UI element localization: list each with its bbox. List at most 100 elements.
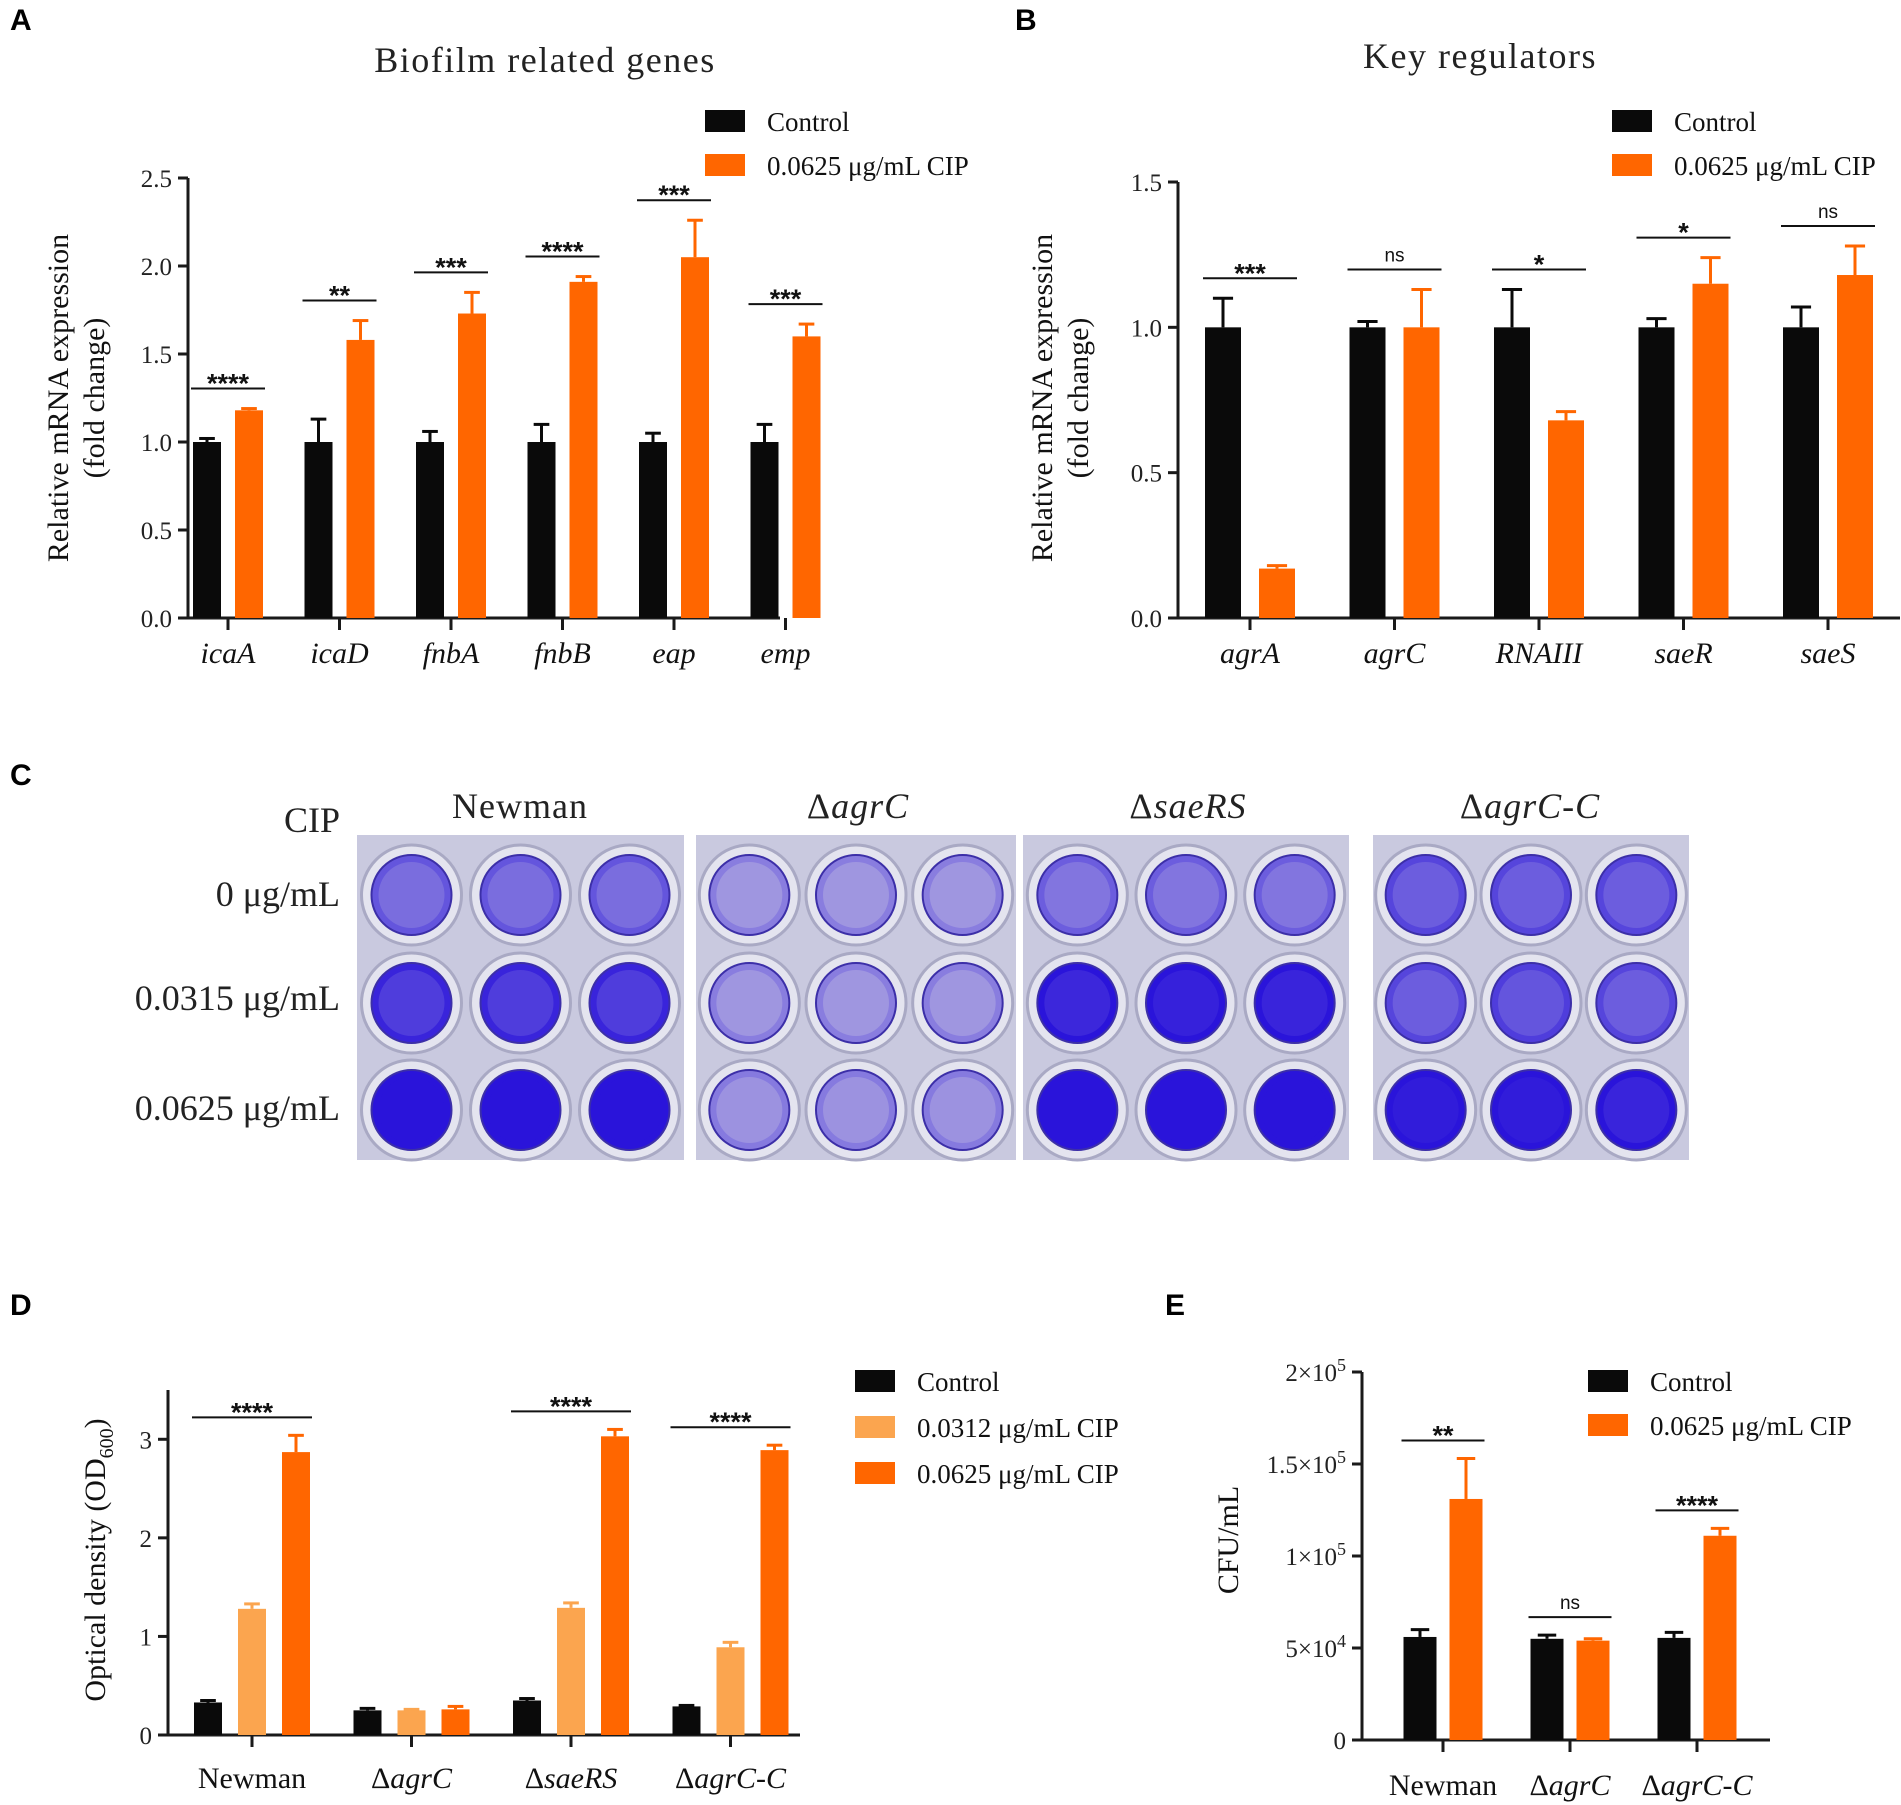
well-biofilm xyxy=(1603,970,1670,1036)
y-axis-label-close: ) xyxy=(79,1418,112,1428)
plate-strain-label: ΔagrC-C xyxy=(1460,786,1600,826)
y-tick-label: 2×105 xyxy=(1285,1355,1346,1387)
x-tick-label-italic: agrC-C xyxy=(1661,1769,1754,1802)
bar-control xyxy=(1349,327,1386,618)
bar-0-0312-g-ml-cip xyxy=(557,1607,585,1735)
x-tick-label: agrC xyxy=(1364,637,1427,670)
legend-label: Control xyxy=(767,107,850,137)
y-tick-label: 2.5 xyxy=(141,166,172,193)
well-biofilm xyxy=(1392,862,1459,928)
bar-control xyxy=(1530,1638,1564,1740)
x-tick-label: icaA xyxy=(201,637,257,670)
well-biofilm xyxy=(1153,1077,1219,1143)
significance-label: **** xyxy=(231,1397,274,1427)
well-biofilm xyxy=(1498,862,1564,928)
well-biofilm xyxy=(1153,970,1219,1036)
panel-c-crystal-violet-plates: CIP 0 μg/mL 0.0315 μg/mL 0.0625 μg/mL Newman… xyxy=(135,786,1689,1162)
x-tick-label-prefix: Newman xyxy=(198,1762,306,1795)
y-tick-label: 1 xyxy=(140,1624,153,1651)
well-biofilm xyxy=(1603,1077,1670,1143)
x-tick-label-prefix: Newman xyxy=(1389,1769,1497,1802)
x-tick-label: ΔagrC xyxy=(371,1762,453,1795)
significance-label: *** xyxy=(435,252,467,282)
strain-prefix: Newman xyxy=(452,786,588,826)
well-biofilm xyxy=(1044,1077,1111,1143)
y-axis-label-subscript: 600 xyxy=(96,1428,118,1458)
x-tick-label-prefix: Δ xyxy=(371,1762,390,1795)
x-tick-label: RNAIII xyxy=(1495,637,1585,670)
y-tick-label: 2 xyxy=(140,1526,153,1553)
well-biofilm xyxy=(1392,970,1459,1036)
bar-0-0625-g-ml-cip xyxy=(282,1452,310,1735)
bar-0-0625-g-ml-cip xyxy=(346,339,375,618)
x-tick-label: fnbB xyxy=(534,637,591,670)
bar-control xyxy=(194,1702,222,1735)
panel-label-a: A xyxy=(10,4,32,37)
y-tick-label: 1×105 xyxy=(1285,1539,1346,1571)
x-tick-label: ΔagrC-C xyxy=(675,1762,787,1795)
significance-label: **** xyxy=(709,1407,752,1437)
well-biofilm xyxy=(1153,862,1219,928)
well-biofilm xyxy=(1498,970,1564,1036)
strain-italic: agrC-C xyxy=(1484,786,1600,826)
bar-0-0625-g-ml-cip xyxy=(760,1450,789,1735)
well-biofilm xyxy=(929,1077,996,1143)
y-tick-label: 1.5×105 xyxy=(1267,1447,1346,1479)
x-tick-label: emp xyxy=(761,637,811,670)
y-axis-label-main: Optical density (OD xyxy=(79,1458,112,1701)
bar-0-0625-g-ml-cip xyxy=(681,257,709,618)
bar-control xyxy=(750,442,779,618)
y-axis-label: CFU/mL xyxy=(1212,1486,1245,1594)
y-tick-label: 1.0 xyxy=(1131,315,1162,342)
well-biofilm xyxy=(1603,862,1670,928)
bar-control xyxy=(672,1706,701,1735)
well-biofilm xyxy=(487,970,554,1036)
y-tick-label: 5×104 xyxy=(1285,1631,1346,1663)
significance-label: * xyxy=(1678,218,1689,248)
bar-0-0625-g-ml-cip xyxy=(569,281,598,618)
well-biofilm xyxy=(378,970,445,1036)
y-tick-base: 1.5×10 xyxy=(1267,1452,1337,1479)
legend-swatch xyxy=(1588,1370,1628,1392)
bar-control xyxy=(1783,327,1819,618)
y-tick-label: 0.5 xyxy=(1131,461,1162,488)
x-tick-label-italic: saeRS xyxy=(544,1762,617,1795)
y-axis-label: Relative mRNA expression (fold change) xyxy=(1026,234,1095,562)
legend-label: 0.0625 μg/mL CIP xyxy=(1674,151,1876,181)
y-axis-label-line2: (fold change) xyxy=(78,318,111,479)
bar-0-0625-g-ml-cip xyxy=(1576,1640,1610,1740)
well-biofilm xyxy=(929,970,996,1036)
panel-label-b: B xyxy=(1015,4,1037,37)
y-axis-label-line2: (fold change) xyxy=(1062,318,1095,479)
x-tick-label: agrA xyxy=(1220,637,1281,670)
bar-0-0625-g-ml-cip xyxy=(1837,275,1873,618)
y-tick-label: 1.5 xyxy=(141,342,172,369)
plate-strain-label: ΔsaeRS xyxy=(1129,786,1246,826)
legend-swatch xyxy=(705,110,745,132)
bar-0-0625-g-ml-cip xyxy=(1692,283,1729,618)
bar-control xyxy=(513,1700,541,1735)
y-tick-base: 5×10 xyxy=(1285,1636,1337,1663)
well-biofilm xyxy=(1261,970,1328,1036)
well-biofilm xyxy=(929,862,996,928)
legend-label: 0.0625 μg/mL CIP xyxy=(767,151,969,181)
legend-swatch xyxy=(705,154,745,176)
x-tick-label-prefix: Δ xyxy=(525,1762,544,1795)
legend-swatch xyxy=(855,1462,895,1484)
legend-label: Control xyxy=(1650,1367,1733,1397)
x-tick-label: ΔagrC-C xyxy=(1642,1769,1754,1802)
well-biofilm xyxy=(1498,1077,1564,1143)
strain-prefix: Δ xyxy=(1129,786,1153,826)
significance-label: ** xyxy=(1432,1420,1454,1450)
chart-cfu: 05×1041×1051.5×1052×105CFU/mLNewman**Δag… xyxy=(1212,1355,1852,1802)
x-tick-label-italic: agrC-C xyxy=(694,1762,787,1795)
x-tick-label: Newman xyxy=(1389,1769,1497,1802)
legend-swatch xyxy=(855,1370,895,1392)
y-axis-label-line1: Relative mRNA expression xyxy=(1026,234,1059,562)
significance-label: ** xyxy=(329,281,351,311)
well-biofilm xyxy=(1044,970,1111,1036)
bar-control xyxy=(1638,327,1675,618)
well-biofilm xyxy=(487,862,554,928)
bar-control xyxy=(416,442,444,618)
row-label-concentration: 0.0625 μg/mL xyxy=(135,1088,340,1128)
